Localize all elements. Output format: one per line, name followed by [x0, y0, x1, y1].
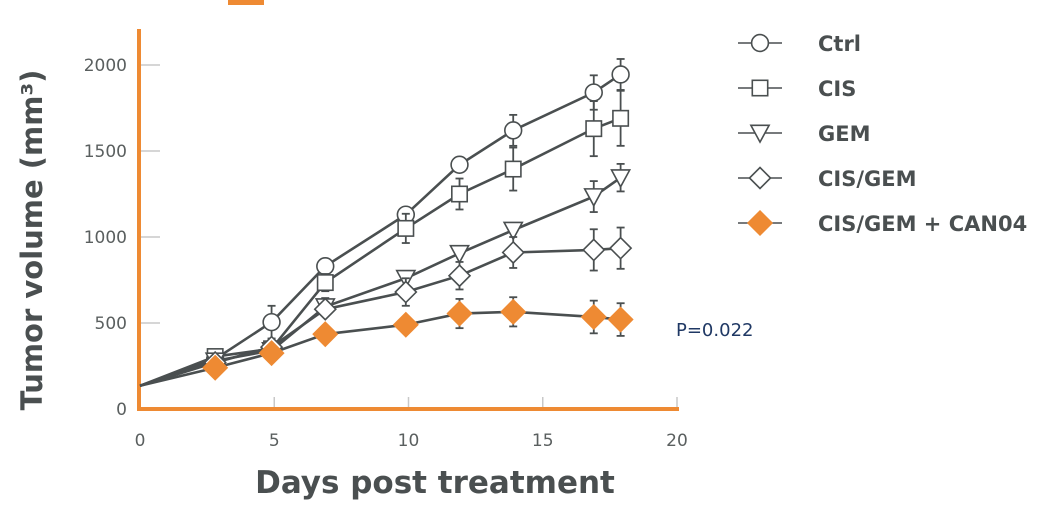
series-ctrl: [139, 58, 630, 388]
legend-label: Ctrl: [818, 32, 861, 56]
legend-item: CIS: [738, 77, 856, 101]
legend-label: CIS/GEM: [818, 167, 917, 191]
series-cis-gem-can04: [139, 296, 634, 388]
filled-diamond-marker: [202, 354, 229, 381]
square-marker: [316, 274, 334, 292]
legend-label: CIS: [818, 77, 856, 101]
y-tick-label: 1500: [84, 142, 127, 162]
diamond-marker: [394, 280, 418, 304]
series-cis: [139, 89, 630, 387]
circle-marker: [750, 33, 770, 53]
legend: Ctrl CIS GEM CIS/GEM CIS/GEM + CAN04: [738, 32, 1027, 237]
series-layer: [139, 58, 634, 388]
y-tick-label: 500: [95, 314, 127, 334]
diamond-marker: [608, 236, 633, 260]
x-tick-label: 20: [666, 431, 688, 451]
legend-label: CIS/GEM + CAN04: [818, 212, 1027, 236]
header-accent-bar: [228, 0, 264, 5]
diamond-marker: [447, 264, 472, 288]
circle-marker: [262, 312, 281, 332]
filled-diamond-marker: [446, 300, 473, 327]
gridlines: [141, 64, 678, 408]
diamond-marker: [313, 297, 337, 321]
square-marker: [612, 109, 630, 127]
filled-diamond-marker: [312, 321, 339, 348]
square-marker: [397, 219, 415, 237]
filled-diamond-marker: [500, 298, 527, 325]
filled-diamond-marker: [258, 340, 285, 367]
filled-diamond-marker: [746, 209, 774, 237]
x-axis-title: Days post treatment: [255, 465, 615, 501]
circle-marker: [611, 65, 630, 84]
triangle-marker: [610, 169, 632, 189]
x-axis-ticks: 0 5 10 15 20: [135, 431, 688, 451]
legend-item: Ctrl: [738, 32, 861, 56]
legend-item: GEM: [738, 122, 870, 146]
circle-marker: [504, 121, 523, 140]
p-value-annotation: P=0.022: [676, 320, 753, 341]
y-tick-label: 0: [116, 400, 127, 420]
series-line: [139, 73, 622, 388]
circle-marker: [450, 155, 469, 174]
square-marker: [451, 185, 469, 203]
circle-marker: [316, 257, 335, 276]
x-tick-label: 15: [532, 431, 554, 451]
diamond-marker: [501, 240, 525, 265]
filled-diamond-marker: [392, 311, 419, 338]
legend-item: CIS/GEM + CAN04: [738, 209, 1027, 237]
y-axis-ticks: 0 500 1000 1500 2000: [84, 56, 127, 420]
x-tick-label: 5: [269, 431, 280, 451]
square-marker: [751, 79, 769, 97]
triangle-marker: [449, 244, 470, 265]
legend-label: GEM: [818, 122, 870, 146]
triangle-marker: [583, 188, 605, 208]
y-tick-label: 2000: [84, 56, 127, 76]
y-axis-title: Tumor volume (mm³): [15, 70, 49, 411]
square-marker: [585, 120, 603, 138]
circle-marker: [584, 83, 603, 102]
filled-diamond-marker: [580, 303, 607, 331]
legend-item: CIS/GEM: [738, 166, 917, 191]
filled-diamond-marker: [607, 306, 634, 333]
triangle-marker: [749, 124, 771, 144]
x-tick-label: 10: [398, 431, 420, 451]
triangle-marker: [502, 221, 524, 241]
square-marker: [504, 160, 522, 178]
series-gem: [139, 162, 632, 388]
diamond-marker: [748, 166, 772, 190]
x-tick-label: 0: [135, 431, 146, 451]
y-tick-label: 1000: [84, 228, 127, 248]
diamond-marker: [582, 238, 606, 262]
